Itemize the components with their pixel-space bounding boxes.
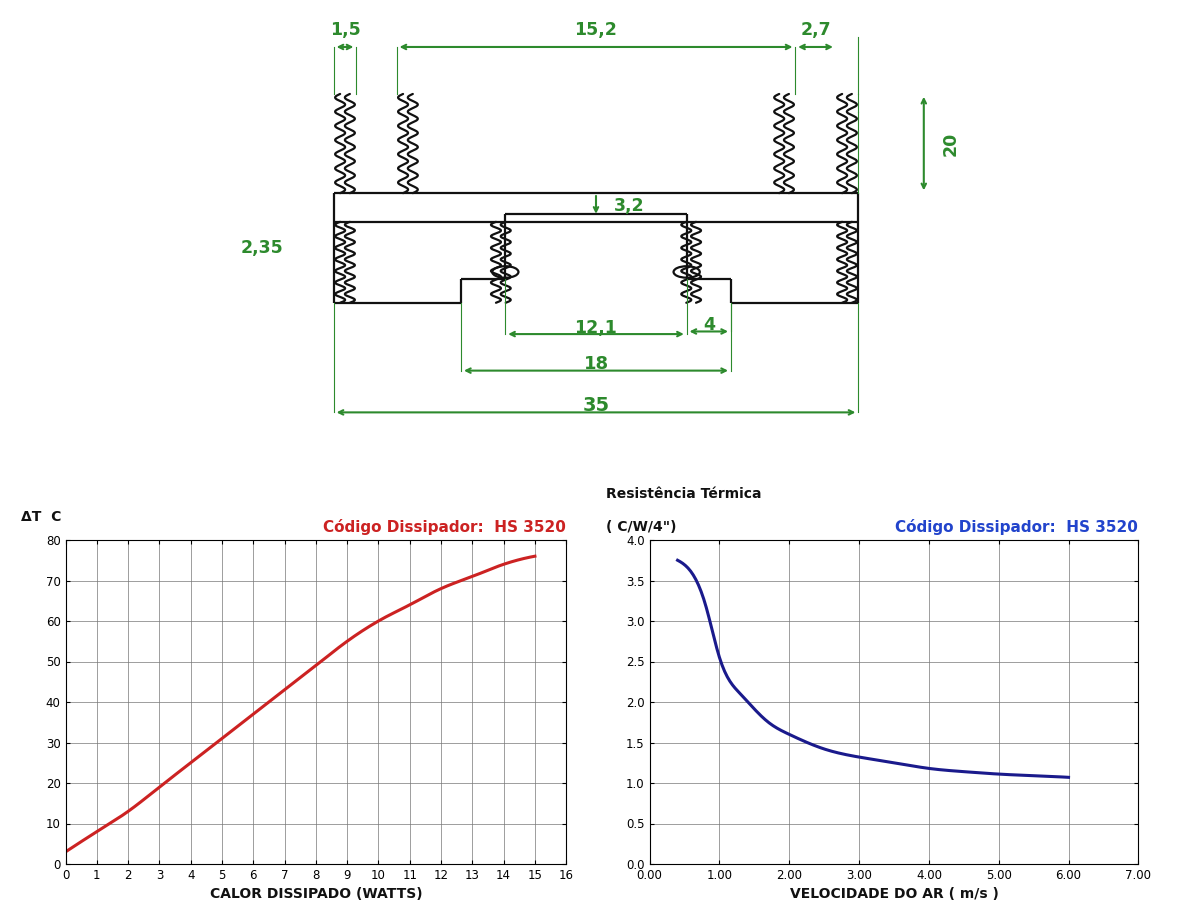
Text: 12,1: 12,1 bbox=[575, 319, 617, 337]
Text: ( C/W/4"): ( C/W/4") bbox=[606, 519, 676, 534]
Text: 15,2: 15,2 bbox=[575, 22, 617, 40]
Text: 18: 18 bbox=[583, 356, 609, 373]
Text: Código Dissipador:  HS 3520: Código Dissipador: HS 3520 bbox=[895, 518, 1138, 535]
Text: Resistência Térmica: Resistência Térmica bbox=[606, 487, 762, 501]
X-axis label: CALOR DISSIPADO (WATTS): CALOR DISSIPADO (WATTS) bbox=[210, 887, 422, 900]
Text: Código Dissipador:  HS 3520: Código Dissipador: HS 3520 bbox=[323, 518, 566, 535]
Text: ΔT  C: ΔT C bbox=[20, 509, 61, 524]
Text: 1,5: 1,5 bbox=[330, 22, 360, 40]
Text: 2,7: 2,7 bbox=[800, 22, 831, 40]
Text: 35: 35 bbox=[583, 396, 609, 415]
Text: 3,2: 3,2 bbox=[614, 197, 645, 215]
X-axis label: VELOCIDADE DO AR ( m/s ): VELOCIDADE DO AR ( m/s ) bbox=[789, 887, 999, 900]
Text: 20: 20 bbox=[942, 131, 960, 156]
Text: 4: 4 bbox=[703, 316, 715, 334]
Text: 2,35: 2,35 bbox=[241, 239, 284, 257]
